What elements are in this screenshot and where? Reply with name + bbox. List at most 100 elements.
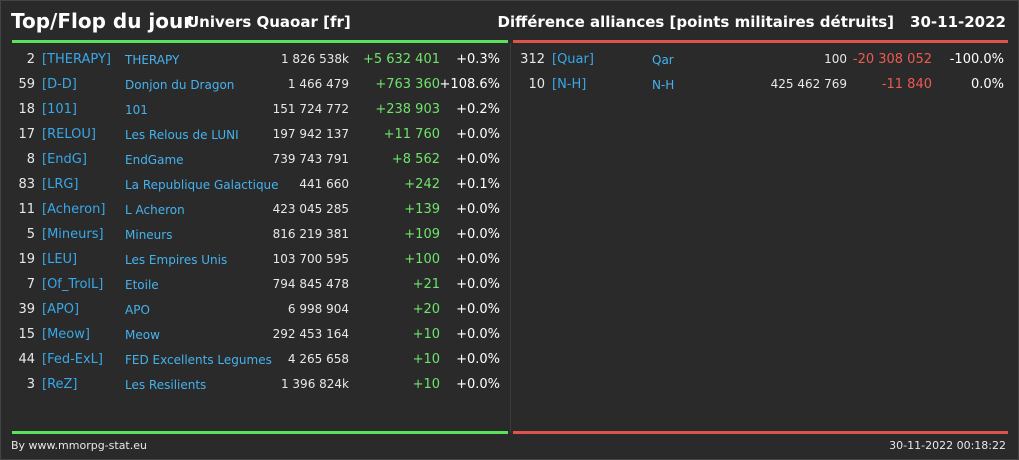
- flop-header-bar: [513, 40, 1008, 43]
- alliance-rank: 7: [26, 277, 35, 292]
- alliance-name-link[interactable]: Meow: [125, 328, 160, 342]
- alliance-name-link[interactable]: Les Resilients: [125, 378, 207, 392]
- percent-change: +0.1%: [456, 177, 500, 192]
- header-right: Différence alliances [points militaires …: [498, 13, 1006, 31]
- points-difference: +242: [404, 177, 440, 192]
- alliance-tag-link[interactable]: [EndG]: [42, 152, 87, 167]
- alliance-name-link[interactable]: Les Empires Unis: [125, 253, 228, 267]
- alliance-name-link[interactable]: N-H: [652, 78, 675, 92]
- alliance-tag-link[interactable]: [Meow]: [42, 327, 90, 342]
- alliance-name-link[interactable]: Mineurs: [125, 228, 173, 242]
- alliance-rank: 2: [26, 52, 35, 67]
- metric-label: Différence alliances [points militaires …: [497, 13, 895, 31]
- percent-change: 0.0%: [970, 77, 1004, 92]
- alliance-rank: 39: [18, 302, 35, 317]
- alliance-name-link[interactable]: L Acheron: [125, 203, 185, 217]
- alliance-rank: 18: [18, 102, 35, 117]
- alliance-name-link[interactable]: La Republique Galactique: [125, 178, 279, 192]
- alliance-tag-link[interactable]: [THERAPY]: [42, 52, 111, 67]
- alliance-points: 1 466 479: [287, 77, 349, 91]
- flop-footer-bar: [513, 431, 1008, 434]
- alliance-tag-link[interactable]: [101]: [42, 102, 77, 117]
- top-row: 19 [LEU] Les Empires Unis 103 700 595 +100 +0…: [1, 252, 1018, 274]
- percent-change: +0.0%: [456, 152, 500, 167]
- alliance-name-link[interactable]: Etoile: [125, 278, 159, 292]
- alliance-name-link[interactable]: Donjon du Dragon: [125, 78, 235, 92]
- alliance-rank: 11: [18, 202, 35, 217]
- percent-change: +0.0%: [456, 127, 500, 142]
- alliance-tag-link[interactable]: [Fed-ExL]: [42, 352, 104, 367]
- alliance-name-link[interactable]: APO: [125, 303, 150, 317]
- alliance-points: 103 700 595: [272, 252, 349, 266]
- alliance-tag-link[interactable]: [RELOU]: [42, 127, 96, 142]
- top-row: 18 [101] 101 151 724 772 +238 903 +0.2%: [1, 102, 1018, 124]
- top-row: 17 [RELOU] Les Relous de LUNI 197 942 137 +1…: [1, 127, 1018, 149]
- points-difference: +8 562: [391, 152, 440, 167]
- alliance-tag-link[interactable]: [N-H]: [552, 77, 587, 92]
- alliance-rank: 19: [18, 252, 35, 267]
- top-row: 44 [Fed-ExL] FED Excellents Legumes 4 265 6…: [1, 352, 1018, 374]
- alliance-tag-link[interactable]: [APO]: [42, 302, 80, 317]
- alliance-points: 425 462 769: [770, 77, 847, 91]
- percent-change: +0.3%: [456, 52, 500, 67]
- alliance-points: 100: [824, 52, 847, 66]
- alliance-points: 292 453 164: [272, 327, 349, 341]
- alliance-rank: 8: [26, 152, 35, 167]
- alliance-points: 739 743 791: [272, 152, 349, 166]
- points-difference: +100: [404, 252, 440, 267]
- points-difference: +20: [412, 302, 440, 317]
- alliance-points: 441 660: [299, 177, 349, 191]
- footer-timestamp: 30-11-2022 00:18:22: [889, 439, 1006, 452]
- header-date: 30-11-2022: [910, 13, 1006, 31]
- alliance-points: 1 396 824k: [280, 377, 349, 391]
- points-difference: +21: [412, 277, 440, 292]
- alliance-name-link[interactable]: 101: [125, 103, 148, 117]
- alliance-name-link[interactable]: Qar: [652, 53, 674, 67]
- percent-change: +108.6%: [439, 77, 500, 92]
- top-row: 39 [APO] APO 6 998 904 +20 +0.0%: [1, 302, 1018, 324]
- alliance-tag-link[interactable]: [D-D]: [42, 77, 77, 92]
- top-row: 5 [Mineurs] Mineurs 816 219 381 +109 +0.0%: [1, 227, 1018, 249]
- alliance-points: 4 265 658: [287, 352, 349, 366]
- points-difference: +763 360: [375, 77, 440, 92]
- alliance-name-link[interactable]: EndGame: [125, 153, 184, 167]
- alliance-rank: 83: [18, 177, 35, 192]
- alliance-tag-link[interactable]: [Of_TrolL]: [42, 277, 104, 292]
- alliance-points: 1 826 538k: [280, 52, 349, 66]
- percent-change: +0.0%: [456, 202, 500, 217]
- top-row: 59 [D-D] Donjon du Dragon 1 466 479 +763 360…: [1, 77, 1018, 99]
- alliance-tag-link[interactable]: [Quar]: [552, 52, 594, 67]
- alliance-tag-link[interactable]: [Acheron]: [42, 202, 106, 217]
- points-difference: +109: [404, 227, 440, 242]
- alliance-name-link[interactable]: Les Relous de LUNI: [125, 128, 239, 142]
- points-difference: +5 632 401: [362, 52, 440, 67]
- alliance-points: 197 942 137: [272, 127, 349, 141]
- page-title: Top/Flop du jour: [11, 9, 194, 33]
- alliance-rank: 312: [520, 52, 545, 67]
- alliance-tag-link[interactable]: [LEU]: [42, 252, 78, 267]
- alliance-tag-link[interactable]: [ReZ]: [42, 377, 78, 392]
- points-difference: +238 903: [375, 102, 440, 117]
- points-difference: +139: [404, 202, 440, 217]
- alliance-tag-link[interactable]: [Mineurs]: [42, 227, 104, 242]
- top-footer-bar: [12, 431, 508, 434]
- percent-change: -100.0%: [949, 52, 1004, 67]
- top-header-bar: [12, 40, 508, 43]
- percent-change: +0.0%: [456, 227, 500, 242]
- alliance-name-link[interactable]: FED Excellents Legumes: [125, 353, 272, 367]
- alliance-points: 816 219 381: [272, 227, 349, 241]
- alliance-tag-link[interactable]: [LRG]: [42, 177, 79, 192]
- alliance-name-link[interactable]: THERAPY: [125, 53, 180, 67]
- points-difference: +10: [412, 352, 440, 367]
- alliance-rank: 5: [26, 227, 35, 242]
- alliance-rank: 15: [18, 327, 35, 342]
- percent-change: +0.0%: [456, 327, 500, 342]
- percent-change: +0.0%: [456, 377, 500, 392]
- points-difference: +10: [412, 377, 440, 392]
- top-row: 8 [EndG] EndGame 739 743 791 +8 562 +0.0%: [1, 152, 1018, 174]
- top-row: 11 [Acheron] L Acheron 423 045 285 +139 +0.0%: [1, 202, 1018, 224]
- percent-change: +0.0%: [456, 302, 500, 317]
- points-difference: -11 840: [881, 77, 932, 92]
- alliance-rank: 17: [18, 127, 35, 142]
